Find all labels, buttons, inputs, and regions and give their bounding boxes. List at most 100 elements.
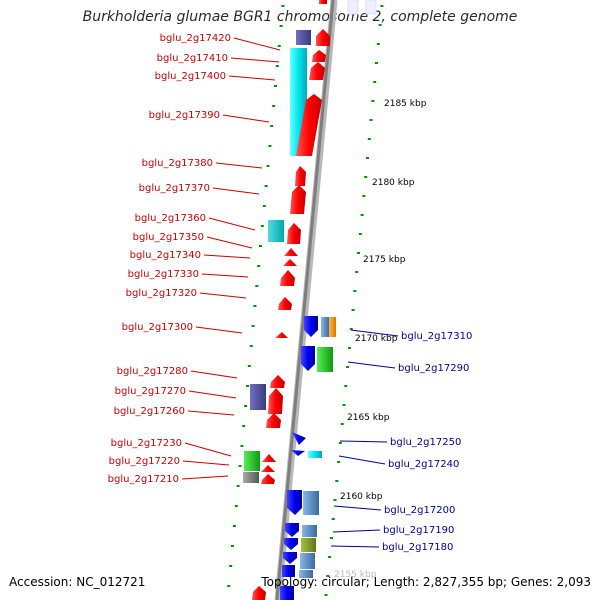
gene-feature-reverse <box>284 538 298 550</box>
gene-feature-forward <box>268 388 283 414</box>
gene-feature-forward <box>309 62 325 80</box>
leader-line <box>195 326 243 334</box>
scale-label: 2175 kbp <box>363 255 406 265</box>
gene-feature-reverse <box>292 432 306 445</box>
gene-feature-reverse <box>299 570 313 578</box>
gene-feature-forward <box>316 29 330 46</box>
gene-feature-reverse <box>321 317 329 337</box>
gene-label[interactable]: bglu_2g17230 <box>111 438 182 449</box>
gene-feature-reverse <box>329 317 336 337</box>
leader-line <box>339 440 388 443</box>
gene-feature-reverse <box>317 347 333 372</box>
inner-tick-ring <box>227 5 285 587</box>
scale-label: 2160 kbp <box>340 492 383 502</box>
leader-line <box>203 254 251 259</box>
gene-feature-forward <box>312 50 326 62</box>
leader-line <box>233 37 281 51</box>
right-leader-lines <box>330 329 399 548</box>
gene-feature-forward <box>296 94 322 156</box>
gene-label[interactable]: bglu_2g17420 <box>160 33 231 44</box>
gene-feature-forward <box>280 270 295 286</box>
gene-feature-reverse <box>302 525 317 537</box>
gene-label[interactable]: bglu_2g17310 <box>401 331 472 342</box>
gene-label[interactable]: bglu_2g17380 <box>142 158 213 169</box>
gene-label[interactable]: bglu_2g17390 <box>149 110 220 121</box>
gene-feature-forward <box>290 185 306 214</box>
left-leader-lines <box>181 37 281 480</box>
gene-label[interactable]: bglu_2g17410 <box>157 53 228 64</box>
topology-text: Topology: circular; Length: 2,827,355 bp… <box>261 575 591 589</box>
gene-feature-reverse <box>301 346 315 371</box>
gene-feature-reverse <box>285 523 299 537</box>
gene-label[interactable]: bglu_2g17370 <box>139 183 210 194</box>
leader-line <box>228 75 276 81</box>
gene-feature-reverse <box>283 552 297 564</box>
leader-line <box>206 236 253 249</box>
leader-line <box>190 370 238 379</box>
gene-label[interactable]: bglu_2g17280 <box>117 366 188 377</box>
leader-line <box>199 292 247 299</box>
gene-feature-reverse <box>243 472 259 483</box>
gene-features <box>243 0 377 600</box>
gene-label[interactable]: bglu_2g17250 <box>390 437 461 448</box>
gene-feature-forward <box>278 297 292 310</box>
scale-label: 2185 kbp <box>384 99 427 109</box>
gene-feature-forward <box>266 413 281 428</box>
gene-feature-reverse <box>287 490 302 515</box>
leader-line <box>333 505 382 511</box>
gene-feature-forward <box>283 259 297 266</box>
gene-label[interactable]: bglu_2g17190 <box>383 525 454 536</box>
scale-label: 2165 kbp <box>347 413 390 423</box>
gene-label[interactable]: bglu_2g17240 <box>388 459 459 470</box>
gene-feature-inner <box>365 0 377 15</box>
leader-line <box>222 114 270 123</box>
outer-tick-ring <box>324 5 384 596</box>
leader-line <box>212 187 260 195</box>
leader-line <box>338 455 386 465</box>
gene-feature-forward <box>319 0 327 4</box>
gene-feature-forward <box>295 166 306 186</box>
leader-line <box>347 361 396 369</box>
gene-feature-reverse <box>301 538 316 552</box>
gene-feature-reverse <box>282 565 295 577</box>
leader-line <box>188 390 237 399</box>
gene-feature-reverse <box>250 384 266 410</box>
gene-label[interactable]: bglu_2g17290 <box>398 363 469 374</box>
gene-label[interactable]: bglu_2g17330 <box>128 269 199 280</box>
gene-feature-reverse <box>308 451 322 458</box>
leader-line <box>330 545 380 548</box>
gene-feature-reverse <box>303 491 319 515</box>
gene-label[interactable]: bglu_2g17360 <box>135 213 206 224</box>
gene-label[interactable]: bglu_2g17320 <box>126 288 197 299</box>
gene-feature-reverse <box>268 220 284 242</box>
gene-feature-forward <box>252 586 266 600</box>
leader-line <box>230 57 280 63</box>
gene-label[interactable]: bglu_2g17210 <box>108 474 179 485</box>
gene-label[interactable]: bglu_2g17270 <box>115 386 186 397</box>
gene-label[interactable]: bglu_2g17200 <box>384 505 455 516</box>
left-gene-labels: bglu_2g17420 bglu_2g17410 bglu_2g17400 b… <box>108 33 231 485</box>
gene-label[interactable]: bglu_2g17180 <box>382 542 453 553</box>
accession-text: Accession: NC_012721 <box>9 575 146 589</box>
gene-label[interactable]: bglu_2g17340 <box>130 250 201 261</box>
gene-feature-reverse <box>244 451 260 471</box>
right-gene-labels: bglu_2g17310 bglu_2g17290 bglu_2g17250 b… <box>382 331 472 553</box>
gene-feature-inner <box>347 0 359 15</box>
gene-label[interactable]: bglu_2g17400 <box>155 71 226 82</box>
gene-feature-forward <box>287 223 301 244</box>
gene-feature-reverse <box>304 316 318 337</box>
gene-label[interactable]: bglu_2g17260 <box>114 406 185 417</box>
scale-label: 2180 kbp <box>372 178 415 188</box>
gene-feature-forward <box>284 248 298 256</box>
leader-line <box>332 529 381 533</box>
gene-feature-forward <box>275 332 288 338</box>
gene-feature-forward <box>261 474 275 484</box>
scale-label: 2170 kbp <box>355 334 398 344</box>
leader-line <box>201 273 249 278</box>
gene-label[interactable]: bglu_2g17350 <box>133 232 204 243</box>
gene-label[interactable]: bglu_2g17300 <box>122 322 193 333</box>
leader-line <box>182 460 230 466</box>
gene-label[interactable]: bglu_2g17220 <box>109 456 180 467</box>
gene-feature-reverse <box>291 450 305 456</box>
